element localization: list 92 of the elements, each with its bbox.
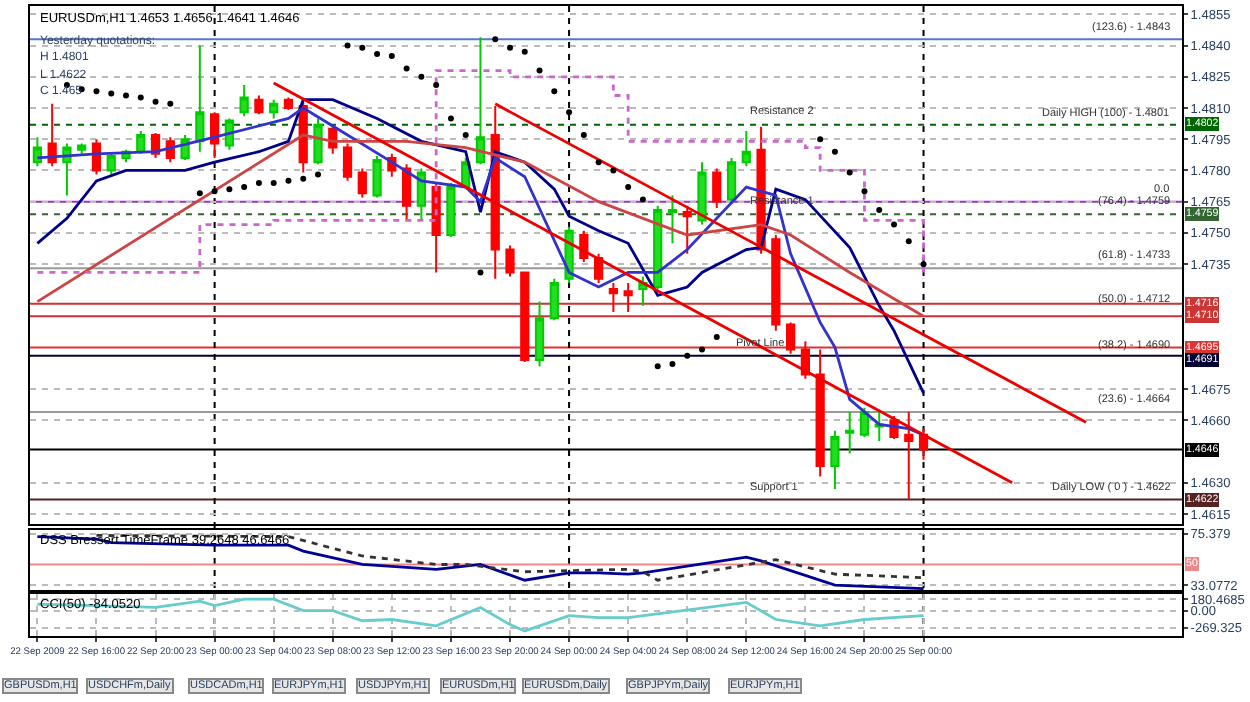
candlestick: [712, 167, 722, 209]
point: [241, 184, 248, 191]
point: [699, 346, 705, 353]
line-series: [35, 597, 925, 633]
candlestick: [210, 111, 220, 159]
point: [447, 115, 454, 122]
point: [315, 171, 321, 178]
candlestick: [667, 194, 678, 245]
line-series: [35, 133, 925, 318]
candlestick: [239, 84, 249, 118]
point: [477, 269, 484, 276]
point: [610, 167, 617, 174]
candlestick: [771, 234, 781, 332]
candlestick: [726, 156, 737, 205]
point: [433, 82, 440, 89]
point: [580, 132, 587, 139]
candlestick: [62, 142, 72, 197]
point: [403, 65, 410, 72]
candlestick: [342, 142, 353, 182]
point: [93, 88, 100, 95]
point: [905, 238, 912, 245]
point: [876, 207, 883, 214]
point: [196, 190, 203, 197]
point: [669, 361, 676, 368]
candlestick: [505, 244, 515, 278]
point: [861, 188, 868, 195]
point: [625, 184, 632, 191]
candlestick: [904, 410, 914, 501]
point: [920, 261, 927, 268]
candlestick: [357, 167, 367, 199]
point: [388, 52, 395, 59]
point: [566, 109, 573, 116]
candlestick: [254, 94, 264, 116]
candlestick: [106, 152, 116, 176]
candlestick: [741, 129, 751, 168]
point: [817, 136, 824, 143]
candlestick: [32, 136, 42, 168]
point: [123, 92, 129, 99]
candlestick: [313, 117, 323, 166]
point: [713, 334, 720, 340]
point: [108, 90, 115, 97]
point: [639, 196, 646, 203]
candlestick: [815, 348, 825, 478]
candlestick: [475, 36, 486, 166]
candlestick: [91, 138, 102, 176]
point: [344, 42, 351, 49]
candlestick: [416, 167, 426, 222]
candlestick: [283, 96, 294, 112]
point: [654, 363, 661, 370]
candlestick: [697, 161, 707, 226]
point: [285, 177, 292, 184]
point: [300, 175, 307, 182]
candlestick: [830, 429, 840, 490]
point: [226, 186, 233, 193]
candlestick: [786, 321, 796, 355]
point: [846, 169, 853, 176]
candlestick: [195, 44, 205, 153]
point: [595, 159, 602, 166]
point: [270, 179, 277, 186]
candlestick: [623, 281, 633, 314]
candlestick: [608, 281, 618, 314]
point: [536, 67, 543, 74]
candlestick: [77, 142, 87, 155]
point: [521, 48, 528, 55]
point: [418, 73, 425, 80]
line-series: [35, 535, 925, 591]
candlestick: [638, 275, 648, 307]
point: [137, 94, 144, 101]
candlestick: [682, 204, 692, 255]
point: [374, 50, 381, 57]
candlestick: [402, 163, 412, 222]
candlestick: [372, 154, 382, 199]
candlestick: [845, 410, 855, 455]
point: [507, 44, 513, 51]
point: [255, 179, 262, 186]
point: [152, 98, 159, 105]
point: [891, 221, 897, 228]
point: [831, 148, 838, 155]
point: [462, 132, 469, 139]
candlestick: [520, 271, 530, 363]
point: [684, 352, 691, 359]
candlestick: [534, 300, 545, 368]
point: [551, 88, 558, 95]
point: [211, 188, 218, 195]
candlestick: [549, 277, 559, 322]
candlestick: [446, 181, 456, 239]
candlestick: [874, 410, 884, 443]
point: [167, 100, 174, 107]
point: [492, 36, 499, 43]
candlestick: [269, 98, 279, 120]
point: [359, 44, 366, 51]
candlestick: [47, 102, 57, 168]
